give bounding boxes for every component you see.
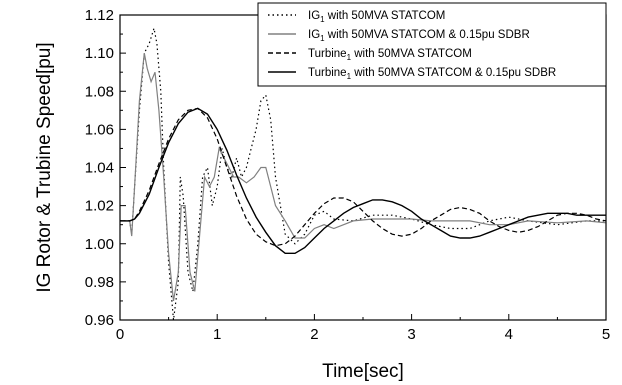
x-tick-label: 1 — [213, 326, 221, 343]
series-line-4 — [120, 107, 606, 254]
x-tick-label: 4 — [505, 326, 513, 343]
y-tick-label: 0.96 — [85, 312, 114, 329]
y-tick-label: 1.04 — [85, 160, 114, 177]
series-layer — [120, 28, 607, 321]
x-tick-label: 2 — [310, 326, 318, 343]
series-line-2 — [120, 52, 607, 301]
x-tick-label: 3 — [407, 326, 415, 343]
y-axis-title: IG Rotor & Trubine Speed[pu] — [34, 42, 55, 292]
y-tick-label: 1.08 — [85, 83, 114, 100]
legend-items: IG1 with 50MVA STATCOM IG1 with 50MVA STA… — [268, 10, 556, 81]
x-axis-title: Time[sec] — [322, 361, 404, 382]
legend-box — [257, 2, 607, 87]
legend-label-2: IG1 with 50MVA STATCOM & 0.15pu SDBR — [308, 29, 530, 43]
y-tick-label: 0.98 — [85, 274, 114, 291]
legend: IG1 with 50MVA STATCOM IG1 with 50MVA STA… — [257, 2, 607, 87]
legend-label-1: IG1 with 50MVA STATCOM — [308, 10, 445, 24]
ticks-layer: 0 1 2 3 4 5 0.96 0.98 1.00 1.02 1.04 1.06 1.08 1.10 1.… — [85, 7, 610, 343]
legend-label-4: Turbine1 with 50MVA STATCOM & 0.15pu SDB… — [308, 67, 556, 81]
y-tick-label: 1.10 — [85, 45, 114, 62]
x-tick-label: 0 — [116, 326, 124, 343]
y-tick-label: 1.12 — [85, 7, 114, 24]
y-tick-label: 1.00 — [85, 236, 114, 253]
x-tick-label: 5 — [602, 326, 610, 343]
series-line-3 — [120, 107, 607, 247]
legend-label-3: Turbine1 with 50MVA STATCOM — [308, 48, 472, 62]
y-tick-label: 1.02 — [85, 198, 114, 215]
y-tick-label: 1.06 — [85, 121, 114, 138]
